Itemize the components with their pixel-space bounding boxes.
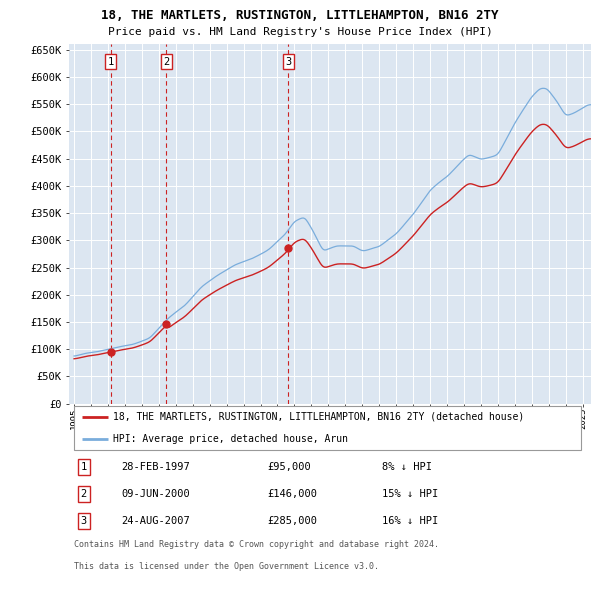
Text: 18, THE MARTLETS, RUSTINGTON, LITTLEHAMPTON, BN16 2TY: 18, THE MARTLETS, RUSTINGTON, LITTLEHAMP… [101,9,499,22]
Text: 2: 2 [80,489,87,499]
Text: 24-AUG-2007: 24-AUG-2007 [121,516,190,526]
Text: £285,000: £285,000 [268,516,317,526]
Text: 28-FEB-1997: 28-FEB-1997 [121,462,190,472]
Text: Price paid vs. HM Land Registry's House Price Index (HPI): Price paid vs. HM Land Registry's House … [107,27,493,37]
FancyBboxPatch shape [74,406,581,450]
Text: 3: 3 [80,516,87,526]
Text: 1: 1 [80,462,87,472]
Text: 1: 1 [107,57,113,67]
Text: 15% ↓ HPI: 15% ↓ HPI [382,489,439,499]
Text: This data is licensed under the Open Government Licence v3.0.: This data is licensed under the Open Gov… [74,562,379,571]
Text: 18, THE MARTLETS, RUSTINGTON, LITTLEHAMPTON, BN16 2TY (detached house): 18, THE MARTLETS, RUSTINGTON, LITTLEHAMP… [113,412,524,422]
Text: HPI: Average price, detached house, Arun: HPI: Average price, detached house, Arun [113,434,349,444]
Text: 2: 2 [163,57,169,67]
Text: 16% ↓ HPI: 16% ↓ HPI [382,516,439,526]
Text: 3: 3 [286,57,292,67]
Text: £146,000: £146,000 [268,489,317,499]
Text: £95,000: £95,000 [268,462,311,472]
Text: 8% ↓ HPI: 8% ↓ HPI [382,462,432,472]
Text: Contains HM Land Registry data © Crown copyright and database right 2024.: Contains HM Land Registry data © Crown c… [74,540,439,549]
Text: 09-JUN-2000: 09-JUN-2000 [121,489,190,499]
